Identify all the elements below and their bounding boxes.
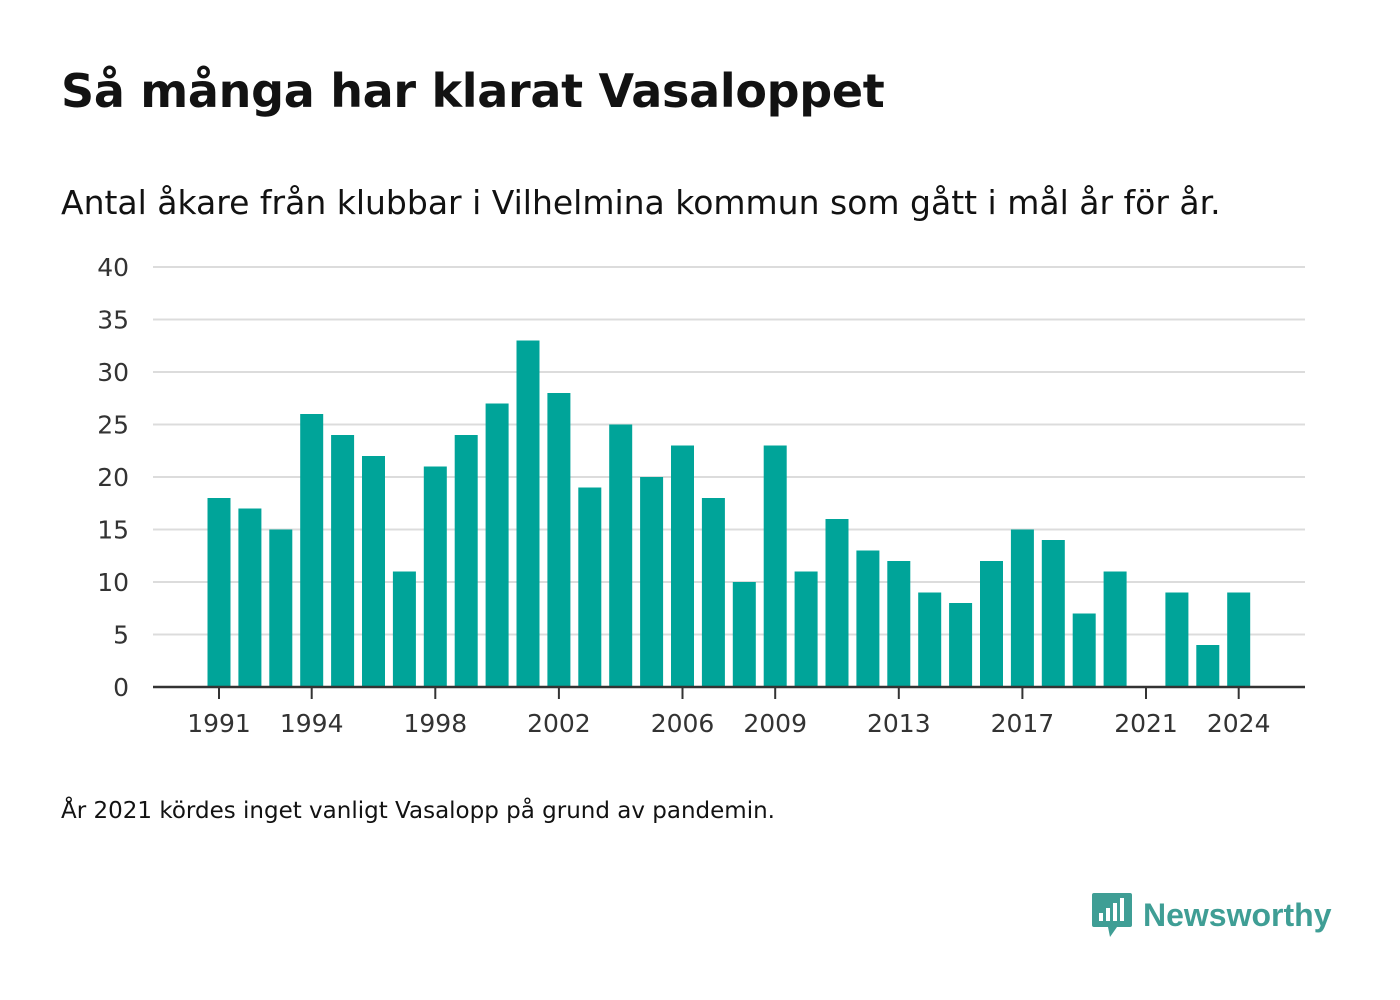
- bar: [238, 508, 262, 687]
- chart-title: Så många har klarat Vasaloppet: [61, 64, 885, 118]
- bar: [640, 477, 664, 687]
- bar: [609, 424, 633, 687]
- bar: [1196, 645, 1220, 687]
- bar: [423, 466, 447, 687]
- bar: [300, 414, 324, 687]
- bar: [392, 571, 416, 687]
- x-tick-label: 2024: [1207, 709, 1271, 738]
- bar: [454, 435, 478, 687]
- bar: [794, 571, 818, 687]
- y-tick-label: 20: [97, 463, 129, 492]
- chart-subtitle: Antal åkare från klubbar i Vilhelmina ko…: [61, 183, 1221, 222]
- bar: [1010, 529, 1034, 687]
- bar: [485, 403, 509, 687]
- brand-name: Newsworthy: [1143, 896, 1332, 933]
- y-tick-label: 25: [97, 411, 129, 440]
- x-tick-label: 1994: [280, 709, 344, 738]
- bar: [763, 445, 787, 687]
- bar: [949, 603, 973, 687]
- bar: [732, 582, 756, 687]
- x-tick-label: 2013: [867, 709, 931, 738]
- y-tick-label: 0: [113, 673, 129, 702]
- bar: [887, 561, 911, 687]
- bar: [701, 498, 725, 687]
- bar: [331, 435, 355, 687]
- x-tick-label: 2009: [743, 709, 807, 738]
- bar: [1227, 592, 1251, 687]
- x-tick-label: 1991: [187, 709, 251, 738]
- y-tick-label: 10: [97, 568, 129, 597]
- bar: [1072, 613, 1096, 687]
- bar: [1103, 571, 1127, 687]
- bar: [1041, 540, 1065, 687]
- x-tick-label: 2006: [651, 709, 715, 738]
- bar: [578, 487, 602, 687]
- bar: [825, 519, 849, 687]
- footnote: År 2021 kördes inget vanligt Vasalopp på…: [61, 798, 775, 824]
- bar: [1165, 592, 1189, 687]
- y-tick-label: 30: [97, 358, 129, 387]
- bar: [362, 456, 385, 687]
- bar-chart: 0 5 10 15 20 25 30 35 40 1991 1994 1998 2002 2006 2009…: [97, 253, 1305, 738]
- x-tick-label: 2017: [991, 709, 1055, 738]
- y-tick-label: 5: [113, 621, 129, 650]
- x-tick-label: 2021: [1114, 709, 1178, 738]
- bar: [516, 340, 540, 687]
- y-tick-label: 40: [97, 253, 129, 282]
- bar: [980, 561, 1003, 687]
- bar: [918, 592, 942, 687]
- y-tick-label: 15: [97, 516, 129, 545]
- bar: [207, 498, 231, 687]
- x-tick-label: 1998: [403, 709, 467, 738]
- x-tick-label: 2002: [527, 709, 591, 738]
- y-tick-label: 35: [97, 306, 129, 335]
- newsworthy-logo-icon: [1092, 893, 1132, 937]
- bar: [856, 550, 880, 687]
- bar: [269, 529, 293, 687]
- bar: [671, 445, 694, 687]
- brand-logo: Newsworthy: [1091, 891, 1331, 939]
- bar: [547, 393, 571, 687]
